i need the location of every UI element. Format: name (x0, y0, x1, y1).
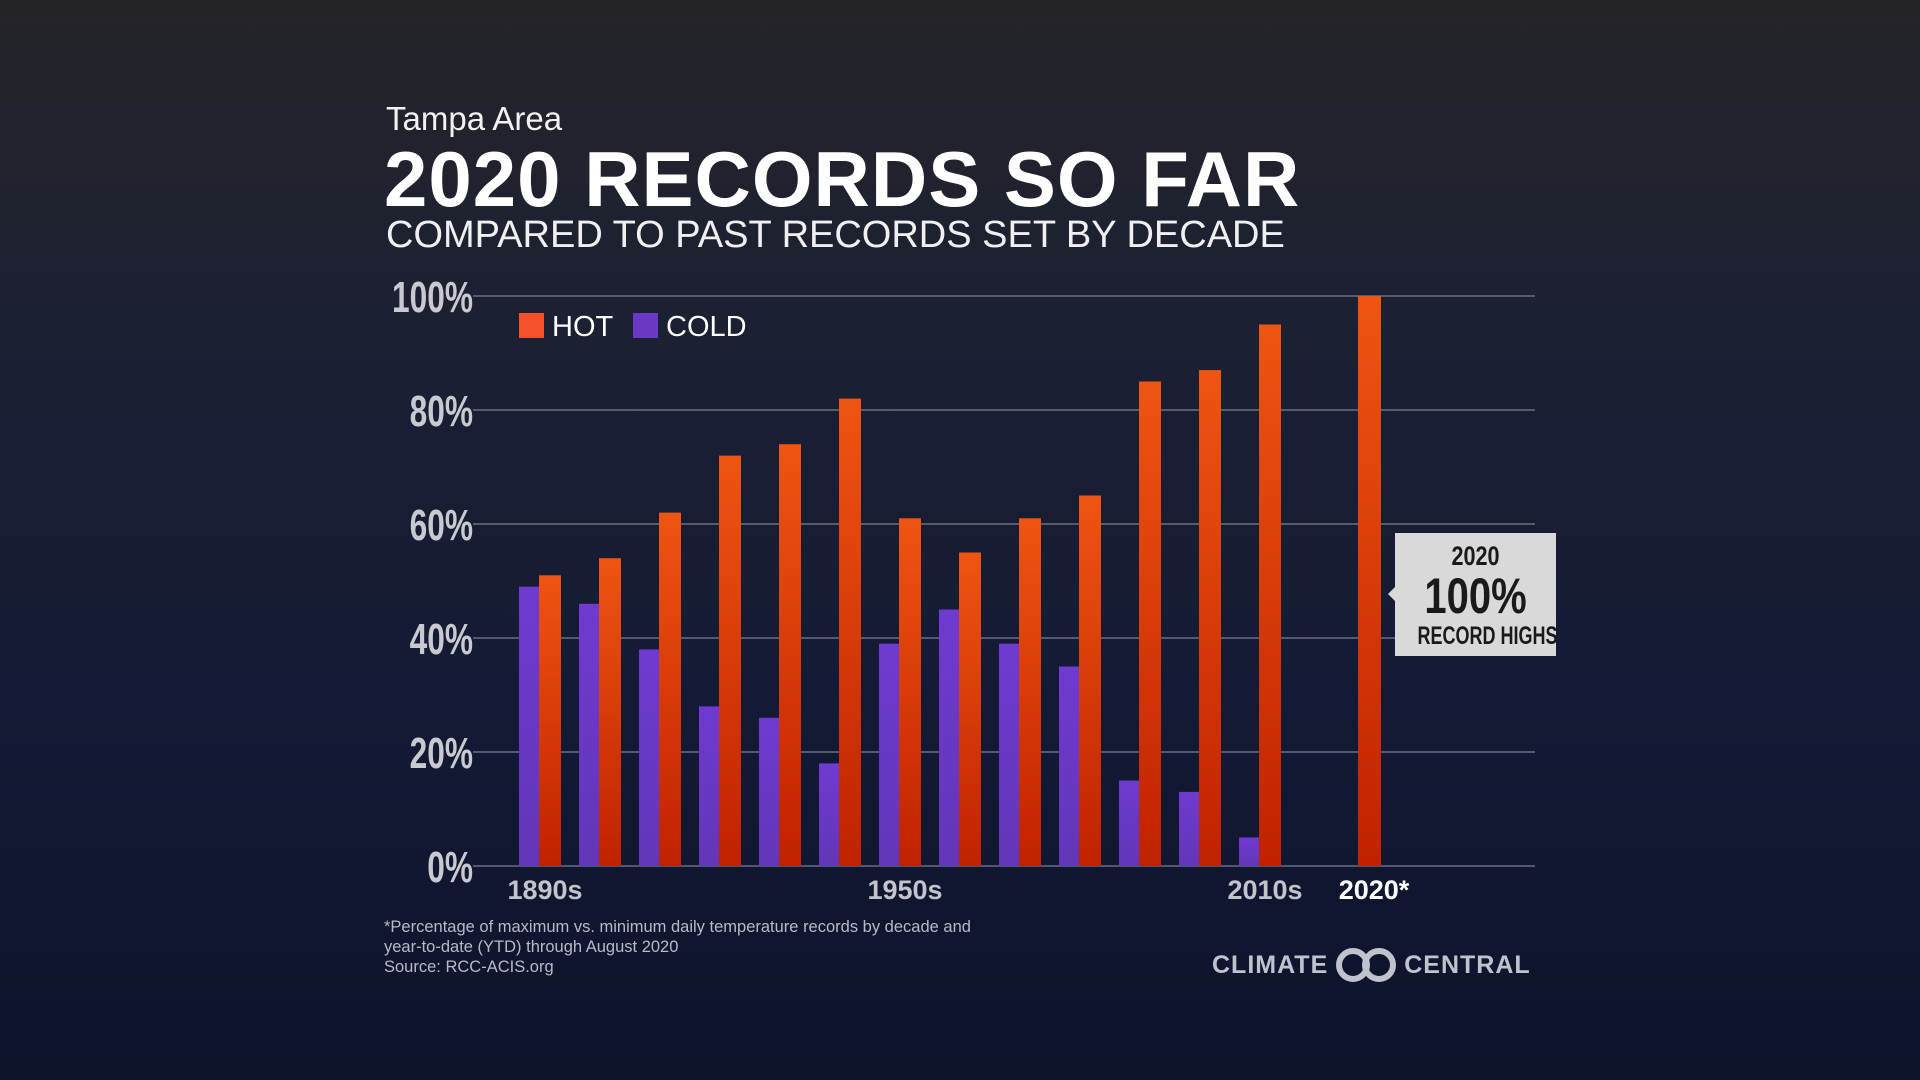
cold-bar (759, 717, 779, 866)
legend-cold-label: COLD (666, 311, 747, 343)
hot-bar (899, 518, 921, 866)
hot-bar (779, 444, 801, 866)
cold-bar (579, 603, 599, 866)
legend-hot-swatch (519, 313, 544, 338)
hot-bar (1079, 495, 1101, 866)
footnote-line: year-to-date (YTD) through August 2020 (384, 938, 679, 956)
hot-bar (719, 455, 741, 866)
chart-title: 2020 RECORDS SO FAR (384, 135, 1301, 223)
y-tick-label: 20% (410, 729, 473, 778)
hot-bar (599, 558, 621, 866)
logo-text-right: CENTRAL (1404, 950, 1531, 979)
cold-bar (879, 643, 899, 866)
cold-bar (639, 649, 659, 866)
chart-kicker: Tampa Area (386, 100, 563, 137)
cold-bar (699, 706, 719, 866)
hot-bar (1358, 296, 1381, 866)
footnote-line: *Percentage of maximum vs. minimum daily… (384, 918, 971, 936)
y-tick-label: 100% (392, 273, 473, 322)
x-tick-label: 2020* (1339, 875, 1410, 905)
hot-bar (1199, 370, 1221, 866)
legend-cold-swatch (633, 313, 658, 338)
cold-bar (1119, 780, 1139, 866)
logo-rings-icon (1336, 948, 1397, 982)
cold-bar (1179, 791, 1199, 866)
hot-bar (659, 512, 681, 866)
y-tick-label: 60% (410, 501, 473, 550)
climate-central-logo: CLIMATE CENTRAL (1212, 945, 1531, 985)
footnote: *Percentage of maximum vs. minimum daily… (384, 917, 971, 977)
annotation-value: 100% (1424, 568, 1527, 624)
y-tick-label: 40% (410, 615, 473, 664)
x-tick-label: 1950s (867, 875, 942, 905)
hot-bar (1259, 324, 1281, 866)
logo-text-left: CLIMATE (1212, 950, 1329, 979)
cold-bar (939, 609, 959, 866)
chart-subtitle: COMPARED TO PAST RECORDS SET BY DECADE (386, 214, 1285, 256)
y-tick-label: 80% (410, 387, 473, 436)
cold-bar (999, 643, 1019, 866)
cold-bar (1239, 837, 1259, 866)
annotation-year: 2020 (1451, 541, 1500, 571)
hot-bar (959, 552, 981, 866)
source-text: Source: RCC-ACIS.org (384, 958, 554, 976)
y-tick-label: 0% (427, 843, 473, 892)
hot-bar (539, 575, 561, 866)
cold-bar (519, 586, 539, 866)
x-tick-label: 2010s (1227, 875, 1302, 905)
cold-bar (819, 763, 839, 866)
hot-bar (839, 398, 861, 866)
annotation-label: RECORD HIGHS (1417, 622, 1558, 650)
annotation-callout: 2020 100% RECORD HIGHS (1388, 533, 1558, 656)
legend-hot-label: HOT (552, 311, 614, 343)
cold-bar (1059, 666, 1079, 866)
x-tick-label: 1890s (507, 875, 582, 905)
hot-bar (1139, 381, 1161, 866)
hot-bar (1019, 518, 1041, 866)
